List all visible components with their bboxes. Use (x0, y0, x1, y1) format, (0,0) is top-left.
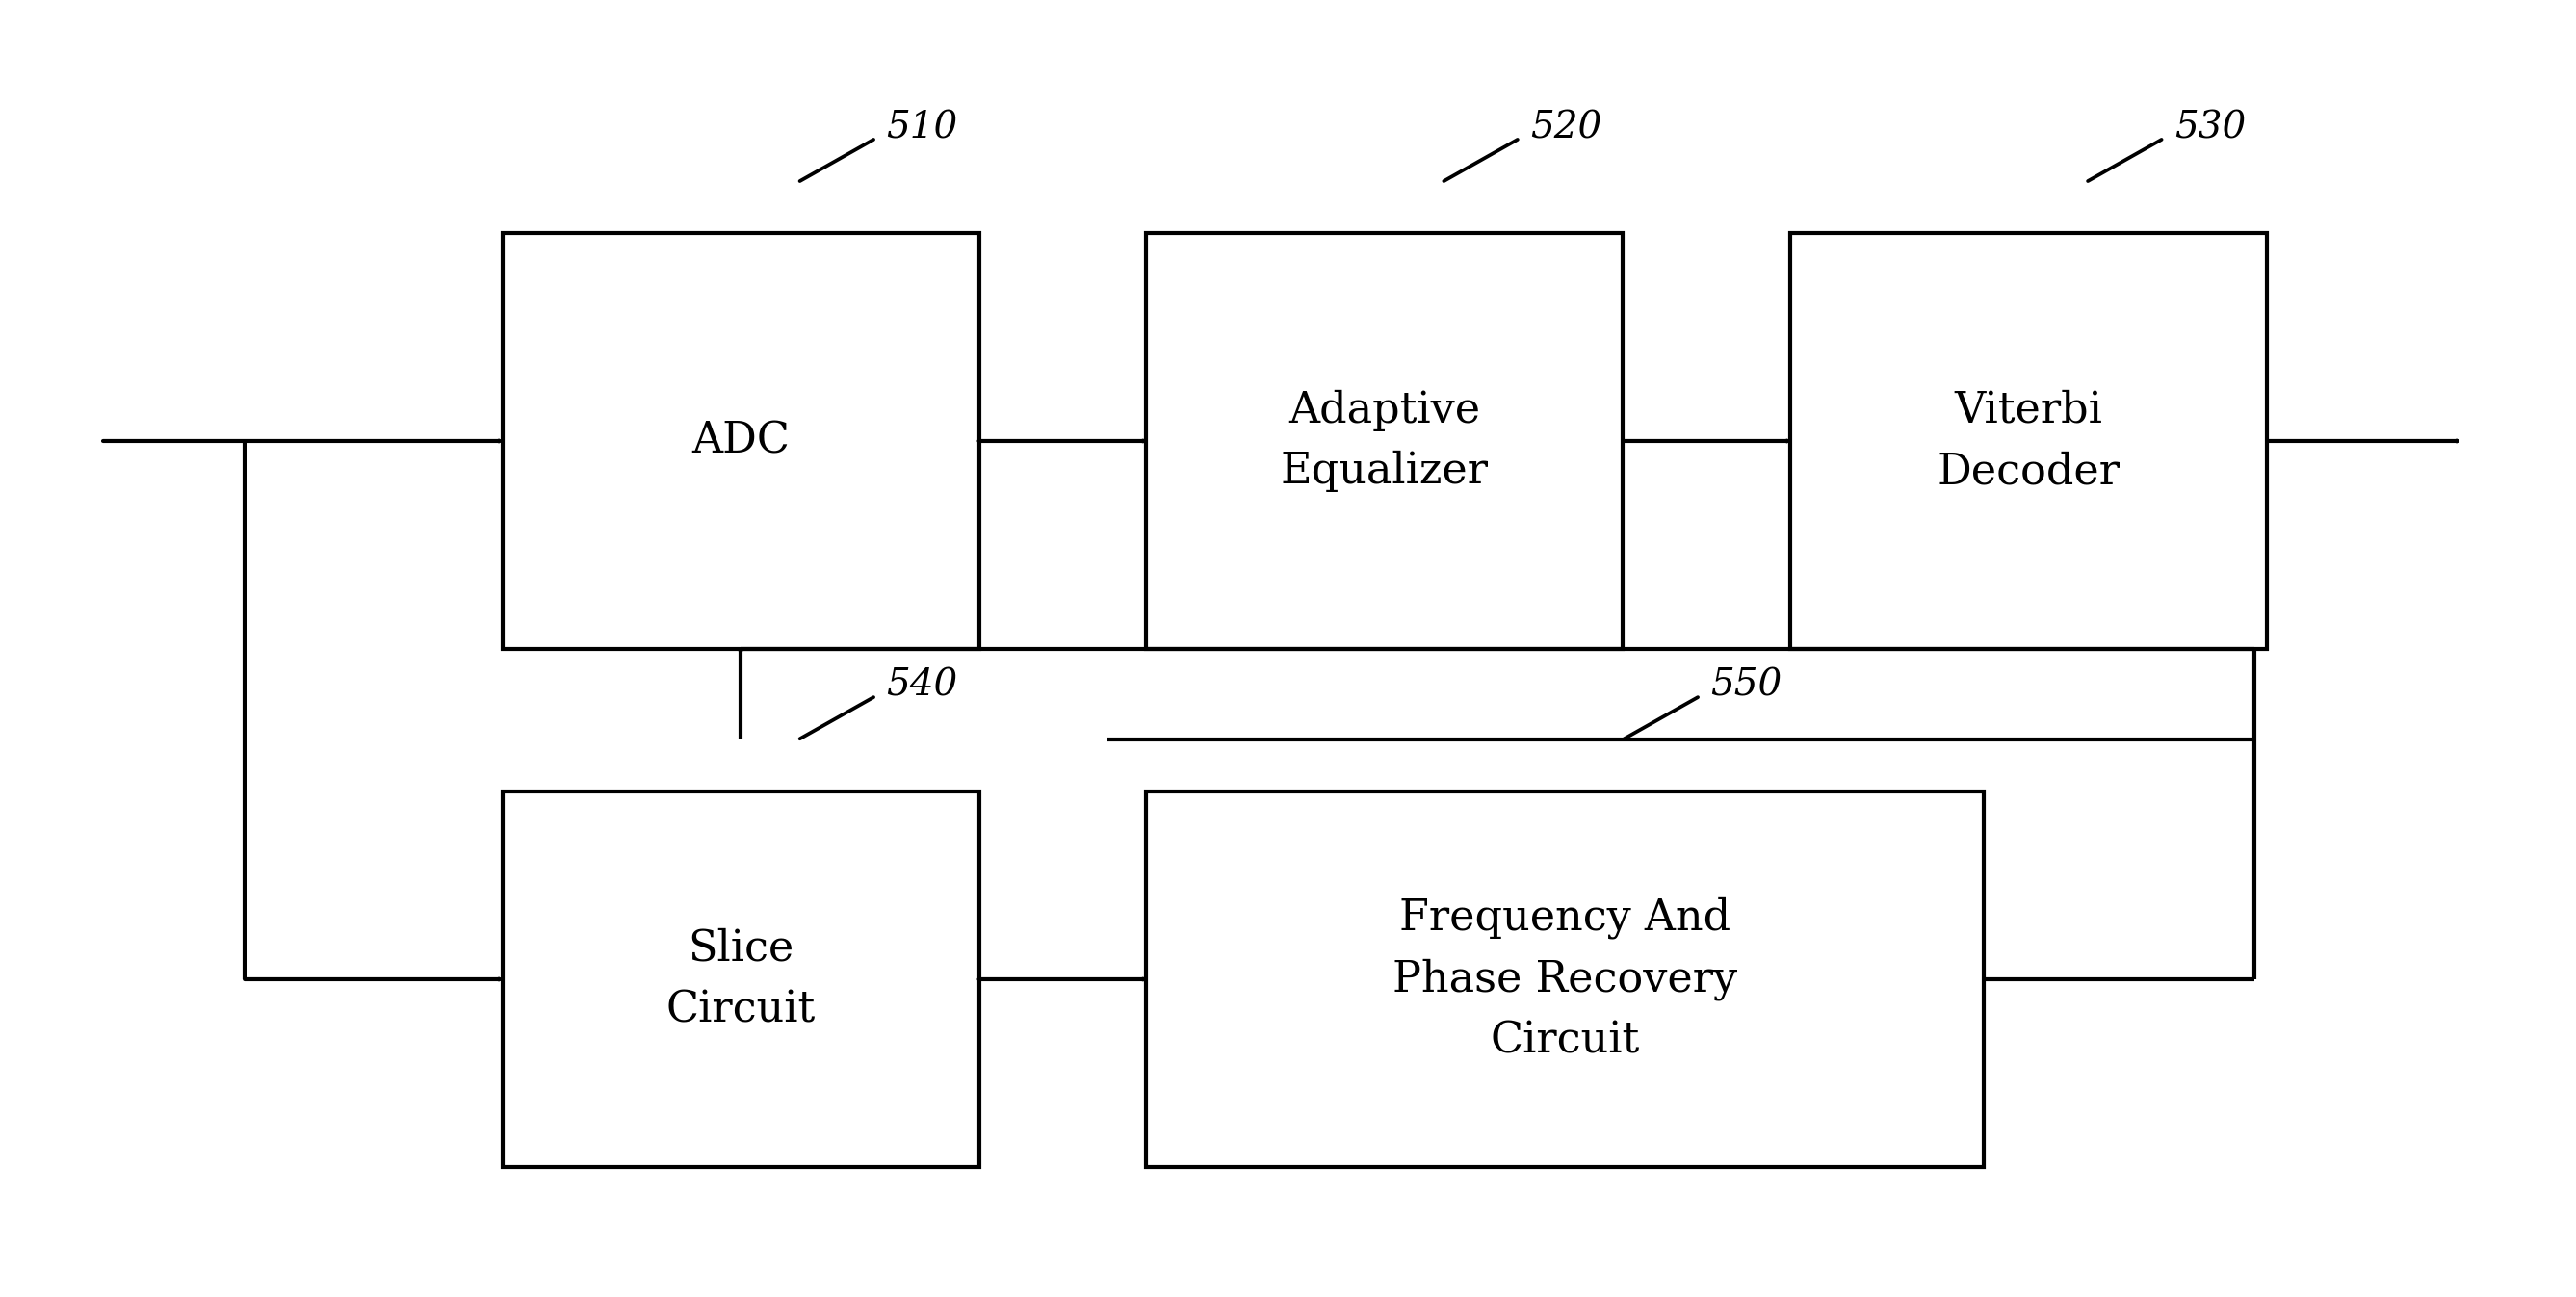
Text: Adaptive
Equalizer: Adaptive Equalizer (1280, 389, 1489, 493)
Bar (502, 233, 979, 648)
Text: ADC: ADC (690, 420, 791, 462)
Text: Viterbi
Decoder: Viterbi Decoder (1937, 389, 2120, 493)
Text: Frequency And
Phase Recovery
Circuit: Frequency And Phase Recovery Circuit (1394, 896, 1736, 1062)
Bar (1146, 791, 1984, 1167)
Text: 550: 550 (1710, 668, 1783, 704)
Text: 510: 510 (886, 110, 958, 147)
Text: 520: 520 (1530, 110, 1602, 147)
Bar (502, 791, 979, 1167)
Text: 530: 530 (2174, 110, 2246, 147)
Text: 540: 540 (886, 668, 958, 704)
Bar (1790, 233, 2267, 648)
Text: Slice
Circuit: Slice Circuit (665, 927, 817, 1031)
Bar (1146, 233, 1623, 648)
